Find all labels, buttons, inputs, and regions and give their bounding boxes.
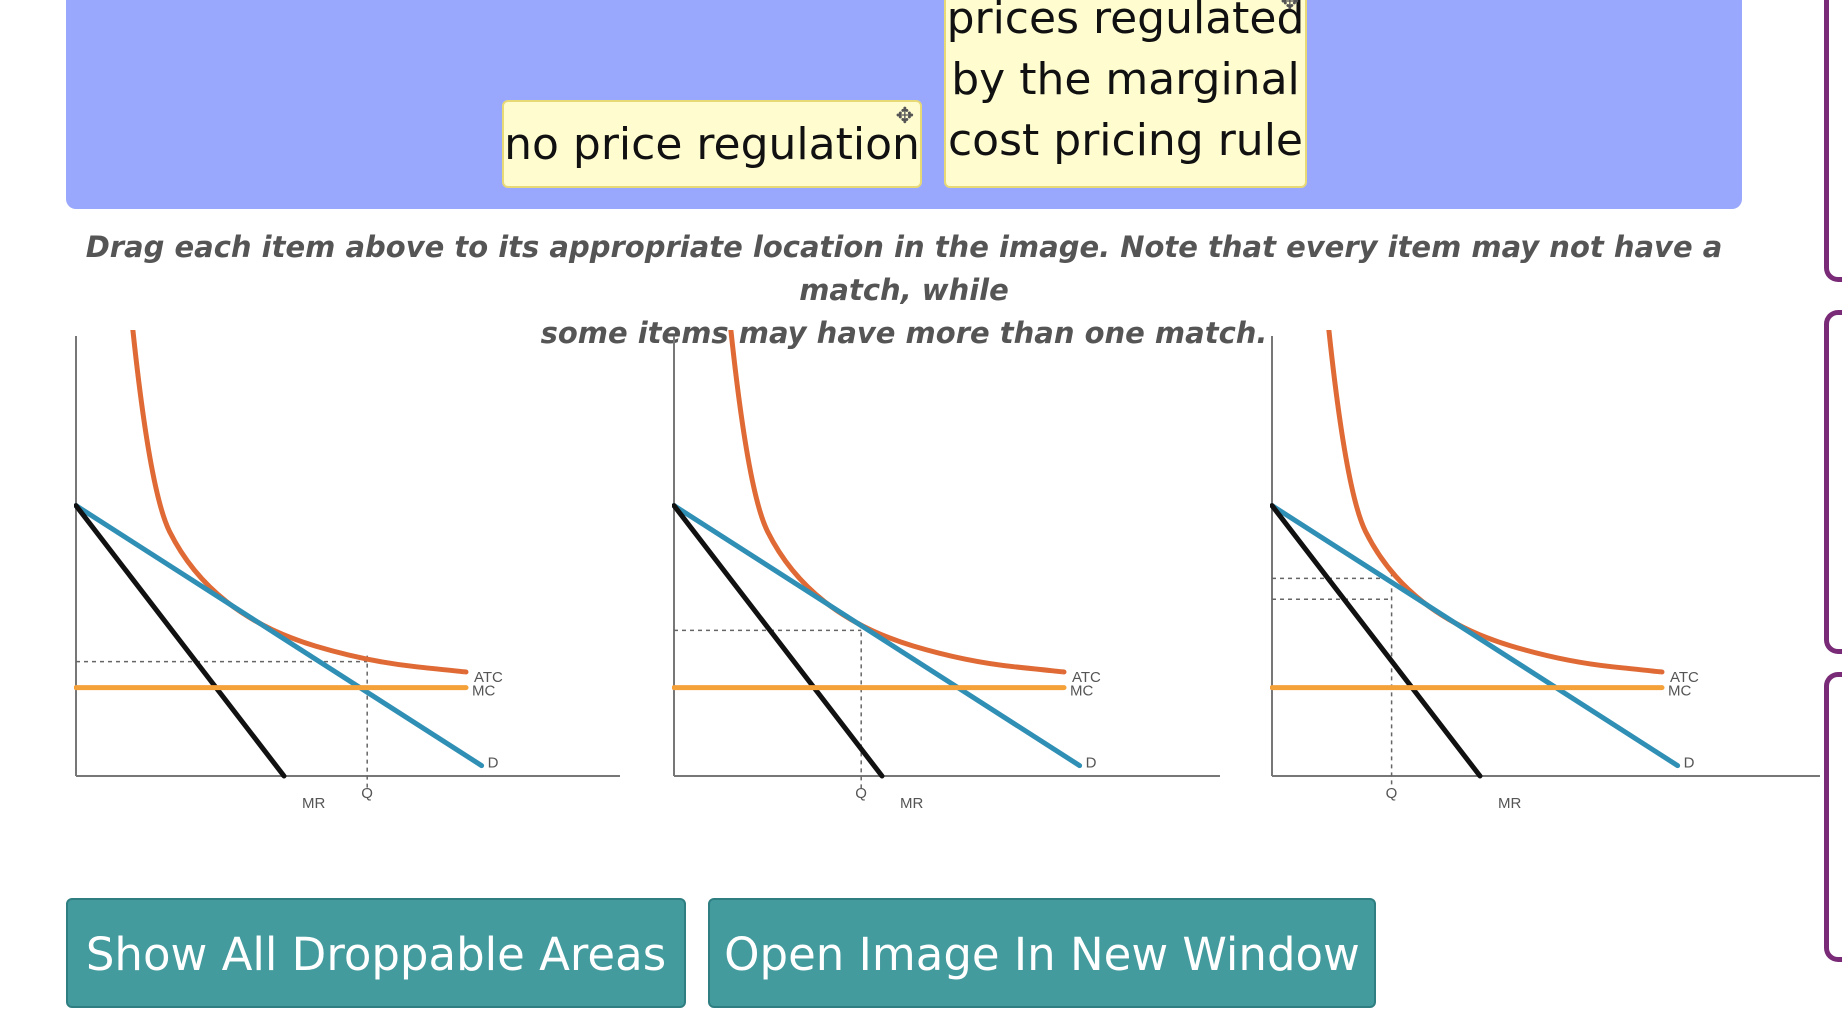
curve-atc <box>728 330 1067 675</box>
mc-label: MC <box>472 683 495 700</box>
drag-item-marginal-cost-pricing[interactable]: prices regulated by the marginal cost pr… <box>944 0 1307 188</box>
instructions-line: Drag each item above to its appropriate … <box>85 230 1723 307</box>
side-panel-segment <box>1824 310 1842 654</box>
curve-mr <box>672 503 885 779</box>
drag-item-label: no price regulation <box>504 119 920 170</box>
curve-d <box>672 503 1083 769</box>
show-all-droppable-areas-button[interactable]: Show All Droppable Areas <box>66 898 686 1008</box>
mr-label: MR <box>900 795 923 812</box>
quantity-label: Q <box>855 785 867 802</box>
curve-atc <box>1326 330 1665 675</box>
atc-label: ATC <box>1670 669 1699 686</box>
curve-atc <box>130 330 469 675</box>
drag-item-no-price-regulation[interactable]: no price regulation ✥ <box>502 100 922 188</box>
mc-label: MC <box>1668 683 1691 700</box>
side-panel-segment <box>1824 672 1842 962</box>
demand-label: D <box>1684 755 1695 772</box>
open-image-new-window-button[interactable]: Open Image In New Window <box>708 898 1376 1008</box>
quantity-label: Q <box>361 785 373 802</box>
atc-label: ATC <box>1072 669 1101 686</box>
curve-d <box>1270 503 1681 769</box>
instructions-line: some items may have more than one match. <box>540 316 1268 350</box>
move-icon: ✥ <box>1280 0 1299 15</box>
demand-label: D <box>1086 755 1097 772</box>
curve-mr <box>74 503 287 779</box>
drag-item-label-line: by the marginal <box>951 54 1300 105</box>
curve-d <box>74 503 485 769</box>
drag-item-label-line: cost pricing rule <box>947 115 1303 166</box>
move-icon: ✥ <box>895 104 914 129</box>
mr-label: MR <box>302 795 325 812</box>
instructions: Drag each item above to its appropriate … <box>66 226 1742 355</box>
quantity-label: Q <box>1386 785 1398 802</box>
drag-item-label-line: prices regulated <box>946 0 1305 44</box>
demand-label: D <box>488 755 499 772</box>
atc-label: ATC <box>474 669 503 686</box>
mr-label: MR <box>1498 795 1521 812</box>
side-panel-segment <box>1824 0 1842 282</box>
curve-mr <box>1270 503 1483 779</box>
mc-label: MC <box>1070 683 1093 700</box>
side-panel-edge <box>1824 0 1842 994</box>
